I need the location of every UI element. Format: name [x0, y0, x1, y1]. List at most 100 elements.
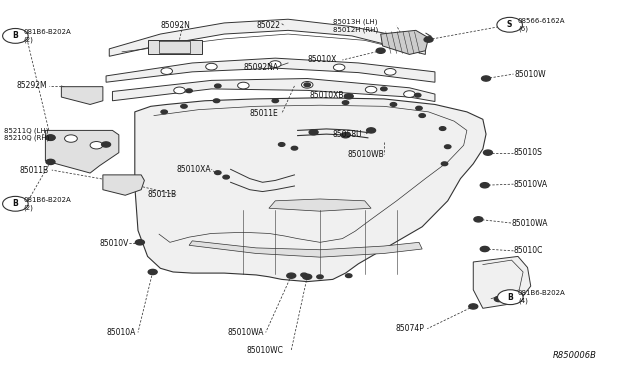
Circle shape [480, 183, 489, 188]
Text: 85010XA: 85010XA [176, 165, 211, 174]
Text: 081B6-B202A
(2): 081B6-B202A (2) [23, 197, 71, 211]
Polygon shape [148, 39, 202, 54]
Polygon shape [45, 131, 119, 173]
Circle shape [301, 81, 313, 88]
Circle shape [304, 83, 310, 87]
Circle shape [346, 274, 352, 278]
Text: B: B [508, 293, 513, 302]
Text: 85010S: 85010S [513, 148, 542, 157]
Circle shape [440, 127, 446, 131]
Circle shape [344, 94, 353, 99]
Circle shape [424, 37, 433, 42]
Text: B: B [13, 199, 19, 208]
Circle shape [148, 269, 157, 275]
Text: 85011B: 85011B [20, 166, 49, 174]
Circle shape [46, 135, 55, 140]
Text: 85010C: 85010C [513, 246, 543, 255]
Circle shape [365, 86, 377, 93]
Text: 85074P: 85074P [396, 324, 424, 333]
Text: 85058U: 85058U [333, 130, 362, 140]
Text: 081B6-B202A
(2): 081B6-B202A (2) [23, 29, 71, 43]
Text: 85092NA: 85092NA [243, 63, 278, 72]
Text: 85010WC: 85010WC [246, 346, 284, 355]
Circle shape [442, 162, 448, 166]
Text: 85010W: 85010W [515, 70, 547, 78]
Polygon shape [106, 58, 435, 82]
Circle shape [213, 99, 220, 103]
Circle shape [333, 64, 345, 71]
Text: 85010WB: 85010WB [348, 150, 384, 158]
Circle shape [497, 17, 522, 32]
Text: 85013H (LH)
85012H (RH): 85013H (LH) 85012H (RH) [333, 19, 378, 33]
Circle shape [483, 150, 492, 155]
Circle shape [342, 101, 349, 105]
Polygon shape [109, 19, 426, 56]
Circle shape [65, 135, 77, 142]
Circle shape [161, 68, 173, 74]
Circle shape [301, 273, 307, 277]
Circle shape [341, 133, 350, 138]
Text: 85010WA: 85010WA [511, 219, 548, 228]
Circle shape [468, 304, 477, 309]
Circle shape [445, 145, 451, 148]
Text: 85292M: 85292M [17, 81, 47, 90]
Circle shape [287, 273, 296, 278]
Circle shape [474, 217, 483, 222]
Text: 081B6-B202A
(4): 081B6-B202A (4) [518, 291, 566, 304]
Text: 85010V: 85010V [100, 238, 129, 248]
Text: S: S [507, 20, 513, 29]
Circle shape [376, 48, 385, 53]
Circle shape [309, 130, 318, 135]
Circle shape [303, 274, 312, 279]
Polygon shape [269, 199, 371, 211]
Circle shape [416, 106, 422, 110]
Circle shape [497, 290, 523, 305]
Circle shape [390, 103, 397, 106]
Circle shape [214, 171, 221, 174]
Circle shape [102, 142, 111, 147]
Circle shape [272, 99, 278, 103]
Circle shape [415, 93, 421, 97]
Circle shape [205, 63, 217, 70]
Circle shape [180, 105, 187, 108]
Circle shape [214, 84, 221, 88]
Circle shape [90, 141, 103, 149]
Circle shape [481, 76, 490, 81]
Circle shape [46, 159, 55, 164]
Polygon shape [381, 31, 429, 54]
Circle shape [46, 135, 55, 140]
Circle shape [161, 110, 168, 114]
Circle shape [3, 196, 28, 211]
Circle shape [3, 29, 28, 43]
Polygon shape [113, 78, 435, 102]
Text: 85010VA: 85010VA [513, 180, 548, 189]
Circle shape [381, 87, 387, 91]
Circle shape [173, 87, 185, 94]
Text: 85011B: 85011B [148, 190, 177, 199]
Circle shape [480, 246, 489, 251]
Text: 85010A: 85010A [106, 328, 136, 337]
Circle shape [186, 89, 192, 93]
Text: 85011E: 85011E [250, 109, 278, 118]
Circle shape [419, 114, 426, 118]
Polygon shape [103, 175, 145, 195]
Text: 08566-6162A
(6): 08566-6162A (6) [518, 18, 566, 32]
Polygon shape [473, 256, 531, 308]
Text: 85022: 85022 [256, 22, 280, 31]
Circle shape [269, 61, 281, 67]
Polygon shape [61, 87, 103, 105]
Circle shape [385, 68, 396, 75]
Circle shape [291, 146, 298, 150]
Circle shape [317, 275, 323, 279]
Circle shape [494, 296, 503, 302]
Circle shape [223, 175, 229, 179]
Circle shape [136, 240, 145, 245]
Text: R850006B: R850006B [553, 351, 597, 360]
Text: B: B [13, 31, 19, 41]
Polygon shape [189, 241, 422, 257]
Circle shape [237, 82, 249, 89]
Text: 85010X: 85010X [307, 55, 337, 64]
Text: 85010XB: 85010XB [310, 91, 344, 100]
Polygon shape [135, 98, 486, 282]
Text: 85211Q (LH)
85210Q (RH): 85211Q (LH) 85210Q (RH) [4, 127, 49, 141]
